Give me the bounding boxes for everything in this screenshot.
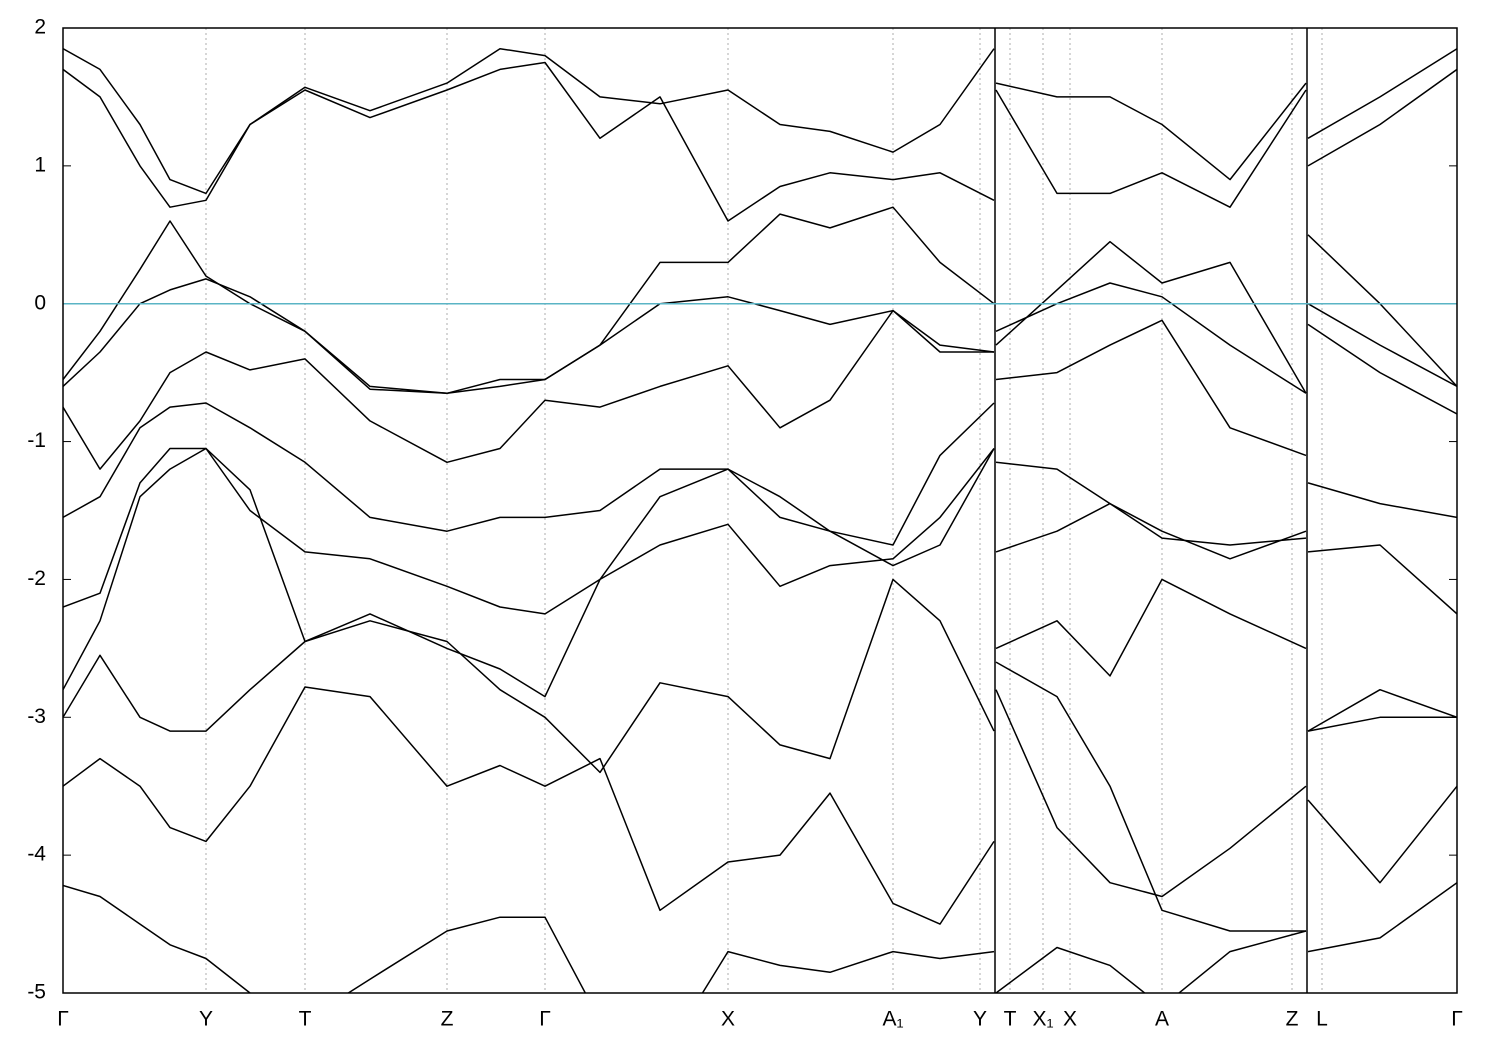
x-tick-label: Y bbox=[973, 1008, 987, 1031]
band-line bbox=[63, 402, 1457, 560]
band-line bbox=[63, 61, 1457, 222]
x-tick-label: A₁ bbox=[882, 1008, 903, 1031]
y-tick-label: 0 bbox=[34, 291, 46, 314]
x-tick-label: Z bbox=[1286, 1008, 1299, 1031]
x-tick-label: Z bbox=[441, 1008, 454, 1031]
y-tick-label: -2 bbox=[27, 567, 46, 590]
band-line bbox=[63, 882, 1457, 993]
x-tick-label: Γ bbox=[57, 1008, 69, 1031]
x-tick-label: T bbox=[1004, 1008, 1017, 1031]
y-tick-label: -3 bbox=[27, 705, 46, 728]
x-tick-label: T bbox=[299, 1008, 312, 1031]
x-tick-label: Γ bbox=[1451, 1008, 1463, 1031]
x-tick-label: X bbox=[1063, 1008, 1077, 1031]
x-tick-label: L bbox=[1316, 1008, 1328, 1031]
band-line bbox=[63, 278, 1457, 395]
band-line bbox=[63, 686, 1457, 925]
y-tick-label: -5 bbox=[27, 981, 46, 1004]
x-tick-label: A bbox=[1155, 1008, 1169, 1031]
x-tick-label: Y bbox=[199, 1008, 213, 1031]
y-tick-label: 2 bbox=[34, 16, 46, 39]
grid bbox=[63, 27, 1457, 994]
y-tick-label: -1 bbox=[27, 429, 46, 452]
plot-frame bbox=[62, 27, 1458, 994]
band-line bbox=[63, 447, 1457, 615]
band-line bbox=[63, 47, 1457, 195]
y-tick-label: -4 bbox=[27, 843, 46, 866]
y-tick-label: 1 bbox=[34, 153, 46, 176]
band-line bbox=[63, 447, 1457, 732]
x-tick-label: X₁ bbox=[1032, 1008, 1053, 1031]
x-tick-label: X bbox=[721, 1008, 735, 1031]
band-line bbox=[63, 309, 1457, 470]
x-tick-label: Γ bbox=[539, 1008, 551, 1031]
bands bbox=[63, 47, 1457, 993]
band-line bbox=[63, 578, 1457, 932]
